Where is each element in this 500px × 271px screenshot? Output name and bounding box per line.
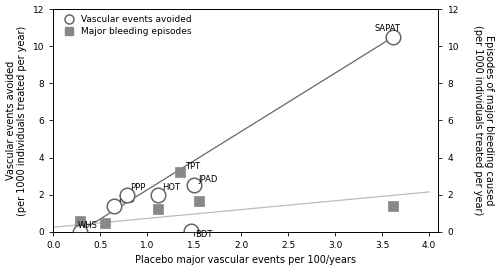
Point bbox=[176, 170, 184, 175]
Point bbox=[122, 193, 130, 197]
Point bbox=[76, 230, 84, 234]
Text: BDT: BDT bbox=[195, 230, 212, 239]
Point bbox=[110, 204, 118, 208]
Y-axis label: Episodes of major bleeding caused
(per 1000 individuals treated per year): Episodes of major bleeding caused (per 1… bbox=[473, 25, 494, 216]
Text: WHS: WHS bbox=[78, 221, 98, 230]
Text: PHS: PHS bbox=[118, 195, 135, 204]
Point bbox=[195, 199, 203, 204]
Point bbox=[154, 193, 162, 197]
Legend: Vascular events avoided, Major bleeding episodes: Vascular events avoided, Major bleeding … bbox=[58, 14, 194, 38]
Point bbox=[76, 218, 84, 223]
Point bbox=[188, 229, 196, 233]
Text: JPAD: JPAD bbox=[199, 175, 218, 183]
Point bbox=[190, 183, 198, 188]
Point bbox=[390, 204, 398, 208]
Text: HOT: HOT bbox=[162, 183, 180, 192]
Text: PPP: PPP bbox=[130, 183, 146, 192]
Point bbox=[154, 207, 162, 211]
Text: TPT: TPT bbox=[185, 162, 200, 170]
Point bbox=[122, 194, 130, 199]
Point bbox=[390, 35, 398, 39]
X-axis label: Placebo major vascular events per 100/years: Placebo major vascular events per 100/ye… bbox=[136, 256, 356, 265]
Y-axis label: Vascular events avoided
(per 1000 individuals treated per year): Vascular events avoided (per 1000 indivi… bbox=[6, 25, 27, 216]
Point bbox=[101, 220, 109, 225]
Text: SAPAT: SAPAT bbox=[374, 24, 400, 33]
